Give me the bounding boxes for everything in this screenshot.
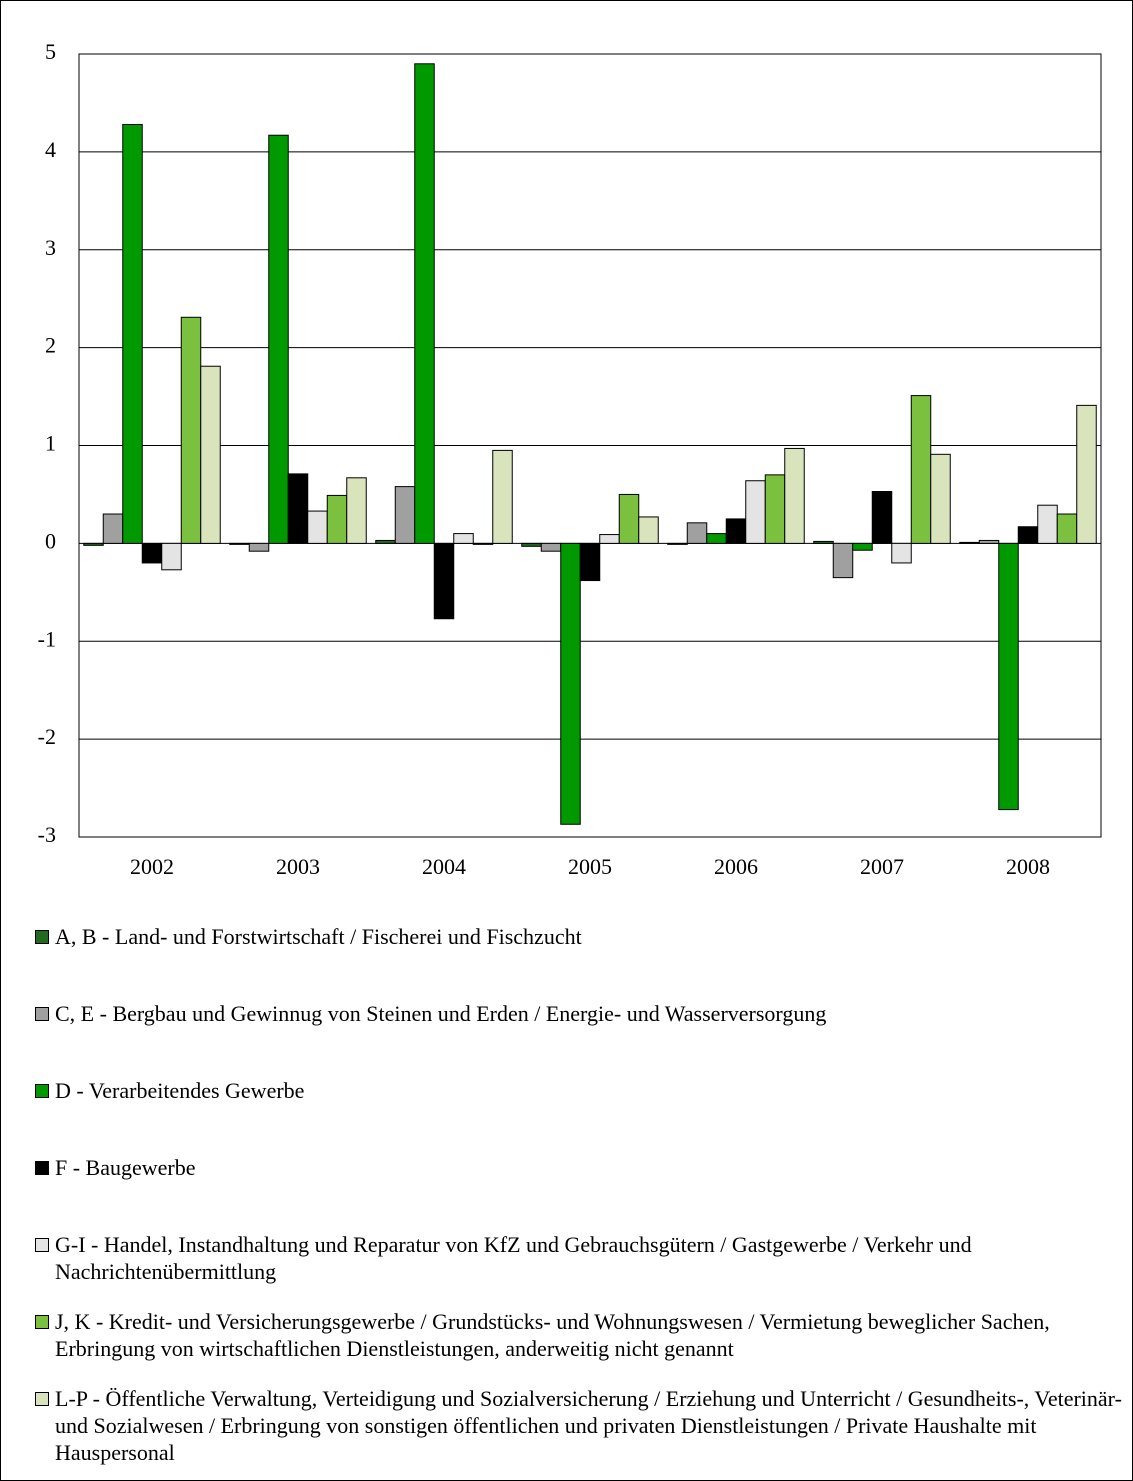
x-tick-label: 2003: [276, 854, 320, 879]
bar: [326, 494, 348, 544]
bar: [1056, 513, 1078, 544]
bar: [959, 541, 980, 544]
y-tick-label: -2: [38, 724, 56, 749]
y-tick-label: 0: [45, 528, 56, 553]
bar: [141, 542, 163, 564]
bar: [579, 542, 601, 582]
y-tick-label: 5: [45, 39, 56, 64]
legend: A, B - Land- und Forstwirtschaft / Fisch…: [33, 923, 1123, 1480]
legend-item: G-I - Handel, Instandhaltung und Reparat…: [33, 1231, 1123, 1285]
plot-border: [78, 53, 1102, 838]
x-tick-label: 2006: [714, 854, 758, 879]
bar: [686, 522, 708, 544]
y-tick-label: 2: [45, 333, 56, 358]
bar: [978, 539, 1000, 544]
legend-item: F - Baugewerbe: [33, 1154, 1123, 1181]
legend-label: C, E - Bergbau und Gewinnug von Steinen …: [55, 1001, 827, 1026]
bar: [667, 542, 688, 545]
bar: [248, 542, 270, 552]
bar: [560, 542, 581, 825]
x-tick-label: 2002: [130, 854, 174, 879]
bar: [453, 533, 474, 544]
bar: [638, 516, 659, 544]
bar: [832, 542, 854, 579]
bar: [83, 542, 104, 546]
legend-label: L-P - Öffentliche Verwaltung, Verteidigu…: [55, 1386, 1122, 1465]
x-tick-label: 2005: [568, 854, 612, 879]
legend-label: J, K - Kredit- und Versicherungsgewerbe …: [55, 1309, 1050, 1361]
legend-swatch: [35, 1161, 49, 1175]
bar: [813, 540, 834, 544]
bar: [1037, 504, 1058, 544]
bar: [618, 493, 640, 544]
bar: [998, 542, 1019, 811]
bar: [492, 449, 513, 544]
bar: [521, 542, 542, 547]
bar: [268, 134, 289, 544]
bar: [122, 123, 143, 544]
legend-item: A, B - Land- und Forstwirtschaft / Fisch…: [33, 923, 1123, 950]
bar: [764, 474, 786, 544]
bar: [414, 63, 435, 544]
legend-label: D - Verarbeitendes Gewerbe: [55, 1078, 305, 1103]
bar: [784, 447, 805, 544]
y-tick-label: 1: [45, 431, 56, 456]
y-tick-label: -3: [38, 822, 56, 847]
bar: [745, 480, 766, 544]
bar: [472, 542, 494, 545]
bar: [394, 486, 416, 544]
legend-item: C, E - Bergbau und Gewinnug von Steinen …: [33, 1000, 1123, 1027]
bar: [1017, 526, 1039, 544]
bar: [852, 542, 873, 551]
bar: [102, 513, 124, 544]
bar: [433, 542, 455, 620]
bar: [599, 534, 620, 544]
legend-label: A, B - Land- und Forstwirtschaft / Fisch…: [55, 924, 582, 949]
bar: [346, 477, 367, 544]
legend-label: G-I - Handel, Instandhaltung und Reparat…: [55, 1232, 972, 1284]
y-tick-label: -1: [38, 626, 56, 651]
bar: [706, 533, 727, 544]
bar: [200, 365, 221, 544]
x-tick-label: 2004: [422, 854, 466, 879]
bar: [725, 518, 747, 544]
bar: [871, 491, 893, 544]
plot: -3 -2 -1 0 1 2 3 4 5 2002 2003 2004 2005 2006 2007 2008: [38, 39, 1102, 879]
legend-item: J, K - Kredit- und Versicherungsgewerbe …: [33, 1308, 1123, 1362]
bar: [307, 510, 328, 544]
bar: [1076, 404, 1097, 544]
legend-swatch: [35, 1084, 49, 1098]
bar: [540, 542, 562, 552]
bar: [375, 539, 396, 544]
legend-swatch: [35, 930, 49, 944]
legend-item: L-P - Öffentliche Verwaltung, Verteidigu…: [33, 1385, 1123, 1466]
y-tick-label: 3: [45, 235, 56, 260]
legend-swatch: [35, 1007, 49, 1021]
y-tick-label: 4: [45, 137, 56, 162]
x-tick-label: 2007: [860, 854, 904, 879]
bar: [287, 473, 309, 544]
bar: [229, 542, 250, 545]
legend-item: D - Verarbeitendes Gewerbe: [33, 1077, 1123, 1104]
bar: [910, 395, 932, 544]
bar: [930, 453, 951, 544]
bar: [180, 316, 202, 544]
bar: [161, 542, 182, 571]
x-tick-label: 2008: [1006, 854, 1050, 879]
legend-label: F - Baugewerbe: [55, 1155, 196, 1180]
legend-swatch: [35, 1392, 49, 1406]
legend-swatch: [35, 1238, 49, 1252]
bar: [891, 542, 912, 564]
legend-swatch: [35, 1315, 49, 1329]
